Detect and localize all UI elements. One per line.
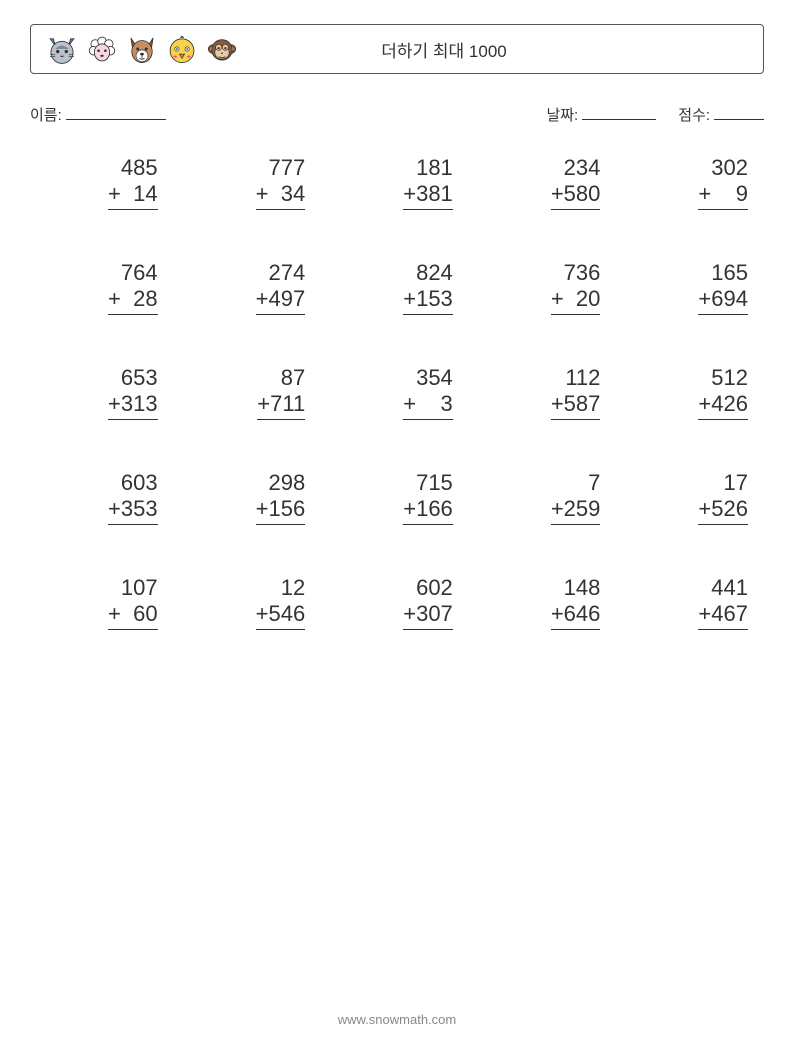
footer-text: www.snowmath.com [0, 1012, 794, 1027]
worksheet-title: 더하기 최대 1000 [239, 37, 749, 62]
problem-11: 653+313 [46, 365, 158, 420]
addend-top: 777 [256, 155, 305, 181]
addend-top: 107 [109, 575, 158, 601]
addend-bottom: + 3 [403, 391, 453, 420]
problem-14: 112+587 [489, 365, 601, 420]
addend-bottom: +259 [551, 496, 601, 525]
addend-top: 234 [551, 155, 600, 181]
problem-20: 17+526 [636, 470, 748, 525]
addend-bottom: +497 [256, 286, 306, 315]
score-label: 점수: [678, 104, 710, 125]
problem-8: 824+153 [341, 260, 453, 315]
right-fields: 날짜: 점수: [546, 104, 764, 125]
addend-top: 354 [404, 365, 453, 391]
problem-17: 298+156 [194, 470, 306, 525]
addend-bottom: + 28 [108, 286, 158, 315]
problem-5: 302+ 9 [636, 155, 748, 210]
addend-bottom: +166 [403, 496, 453, 525]
addend-bottom: +526 [698, 496, 748, 525]
problem-18: 715+166 [341, 470, 453, 525]
problem-16: 603+353 [46, 470, 158, 525]
problem-25: 441+467 [636, 575, 748, 630]
problem-21: 107+ 60 [46, 575, 158, 630]
addend-bottom: +156 [256, 496, 306, 525]
addend-top: 485 [109, 155, 158, 181]
addend-top: 112 [553, 365, 600, 391]
addend-top: 274 [256, 260, 305, 286]
addend-bottom: + 34 [256, 181, 306, 210]
chick-icon [165, 32, 199, 66]
addend-bottom: +711 [257, 391, 305, 420]
fields-row: 이름: 날짜: 점수: [30, 104, 764, 125]
addend-bottom: + 20 [551, 286, 601, 315]
problem-4: 234+580 [489, 155, 601, 210]
addend-bottom: + 9 [698, 181, 748, 210]
problems-grid: 485+ 14 777+ 34 181+381 234+580 302+ 9 7… [30, 155, 764, 630]
name-field: 이름: [30, 104, 166, 125]
problem-10: 165+694 [636, 260, 748, 315]
addend-top: 602 [404, 575, 453, 601]
addend-top: 824 [404, 260, 453, 286]
addend-top: 736 [551, 260, 600, 286]
addend-top: 148 [551, 575, 600, 601]
addend-top: 764 [109, 260, 158, 286]
problem-3: 181+381 [341, 155, 453, 210]
addend-top: 165 [699, 260, 748, 286]
score-field: 점수: [678, 104, 764, 125]
addend-bottom: + 14 [108, 181, 158, 210]
addend-bottom: +153 [403, 286, 453, 315]
problem-23: 602+307 [341, 575, 453, 630]
problem-6: 764+ 28 [46, 260, 158, 315]
addend-bottom: + 60 [108, 601, 158, 630]
addend-bottom: +467 [698, 601, 748, 630]
date-label: 날짜: [546, 104, 578, 125]
header-icons [45, 32, 239, 66]
header-box: 더하기 최대 1000 [30, 24, 764, 74]
addend-top: 12 [256, 575, 305, 601]
problem-1: 485+ 14 [46, 155, 158, 210]
addend-top: 603 [109, 470, 158, 496]
addend-top: 653 [109, 365, 158, 391]
addend-bottom: +313 [108, 391, 158, 420]
problem-15: 512+426 [636, 365, 748, 420]
addend-bottom: +426 [698, 391, 748, 420]
score-line[interactable] [714, 105, 764, 120]
addend-bottom: +587 [551, 391, 601, 420]
problem-22: 12+546 [194, 575, 306, 630]
addend-bottom: +353 [108, 496, 158, 525]
addend-bottom: +381 [403, 181, 453, 210]
addend-top: 181 [404, 155, 453, 181]
addend-bottom: +580 [551, 181, 601, 210]
problem-24: 148+646 [489, 575, 601, 630]
addend-bottom: +307 [403, 601, 453, 630]
addend-top: 715 [404, 470, 453, 496]
problem-13: 354+ 3 [341, 365, 453, 420]
date-line[interactable] [582, 105, 656, 120]
worksheet-page: 더하기 최대 1000 이름: 날짜: 점수: 485+ 14 777+ 34 … [0, 0, 794, 1053]
addend-top: 512 [699, 365, 748, 391]
problem-2: 777+ 34 [194, 155, 306, 210]
cat-icon [45, 32, 79, 66]
monkey-icon [205, 32, 239, 66]
name-line[interactable] [66, 105, 166, 120]
problem-7: 274+497 [194, 260, 306, 315]
addend-top: 441 [699, 575, 748, 601]
addend-bottom: +694 [698, 286, 748, 315]
problem-19: 7+259 [489, 470, 601, 525]
dog-icon [125, 32, 159, 66]
addend-top: 17 [699, 470, 748, 496]
addend-top: 298 [256, 470, 305, 496]
addend-bottom: +546 [256, 601, 306, 630]
addend-bottom: +646 [551, 601, 601, 630]
sheep-icon [85, 32, 119, 66]
problem-12: 87+711 [194, 365, 306, 420]
addend-top: 87 [256, 365, 305, 391]
problem-9: 736+ 20 [489, 260, 601, 315]
addend-top: 302 [699, 155, 748, 181]
name-label: 이름: [30, 104, 62, 125]
addend-top: 7 [551, 470, 600, 496]
date-field: 날짜: [546, 104, 656, 125]
